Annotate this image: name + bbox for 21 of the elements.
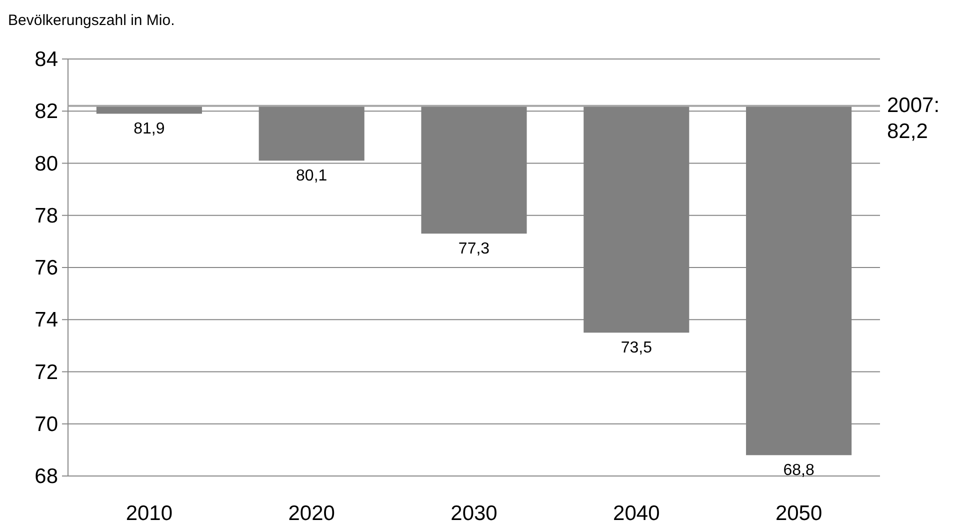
ref-line-label: 2007: 82,2 xyxy=(887,94,940,143)
y-tick-label: 74 xyxy=(34,308,58,332)
y-tick-label: 68 xyxy=(34,465,58,488)
x-tick-label: 2020 xyxy=(288,502,335,525)
x-tick-label: 2040 xyxy=(613,502,660,525)
x-tick-label: 2050 xyxy=(775,502,822,525)
y-tick-label: 76 xyxy=(34,256,58,280)
y-tick-label: 70 xyxy=(34,412,58,436)
y-tick-label: 72 xyxy=(34,360,58,384)
x-tick-label: 2010 xyxy=(126,502,173,525)
y-tick-label: 78 xyxy=(34,204,58,228)
y-tick-label: 80 xyxy=(34,152,58,176)
data-label: 73,5 xyxy=(620,340,652,357)
data-label: 81,9 xyxy=(134,120,165,138)
data-label: 68,8 xyxy=(783,462,814,480)
y-tick-label: 82 xyxy=(34,100,58,124)
x-tick-label: 2030 xyxy=(450,502,498,525)
y-axis-title: Bevölkerungszahl in Mio. xyxy=(8,12,175,29)
y-tick-label: 84 xyxy=(34,48,58,71)
data-label: 80,1 xyxy=(296,168,328,185)
data-label: 77,3 xyxy=(458,240,490,258)
